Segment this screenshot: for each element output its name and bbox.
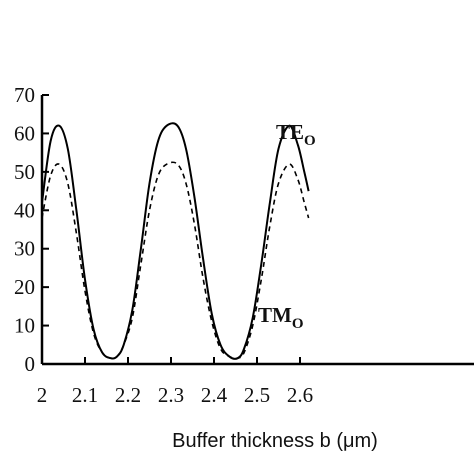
y-tick-label: 60	[14, 121, 35, 145]
y-tick-label: 20	[14, 275, 35, 299]
y-tick-label: 70	[14, 83, 35, 107]
y-tick-label: 30	[14, 237, 35, 261]
y-tick-label: 50	[14, 160, 35, 184]
te-series-label: TEO	[276, 120, 316, 149]
x-tick-label: 2.2	[115, 383, 141, 407]
te-series-line	[41, 122, 310, 360]
x-tick-label: 2.3	[158, 383, 184, 407]
x-tick-label: 2.1	[72, 383, 98, 407]
tm-series-label: TMO	[258, 303, 304, 332]
x-tick-label: 2.5	[244, 383, 270, 407]
y-tick-label: 0	[25, 352, 36, 376]
x-axis-title: Buffer thickness b (μm)	[172, 430, 378, 452]
y-tick-label: 10	[14, 314, 35, 338]
y-tick-label: 40	[14, 198, 35, 222]
tm-series-label-subscript: O	[292, 316, 304, 332]
x-tick-label: 2.4	[201, 383, 228, 407]
te-series-label-subscript: O	[304, 133, 316, 149]
x-tick-label: 2	[37, 383, 48, 407]
x-tick-label: 2.6	[287, 383, 313, 407]
